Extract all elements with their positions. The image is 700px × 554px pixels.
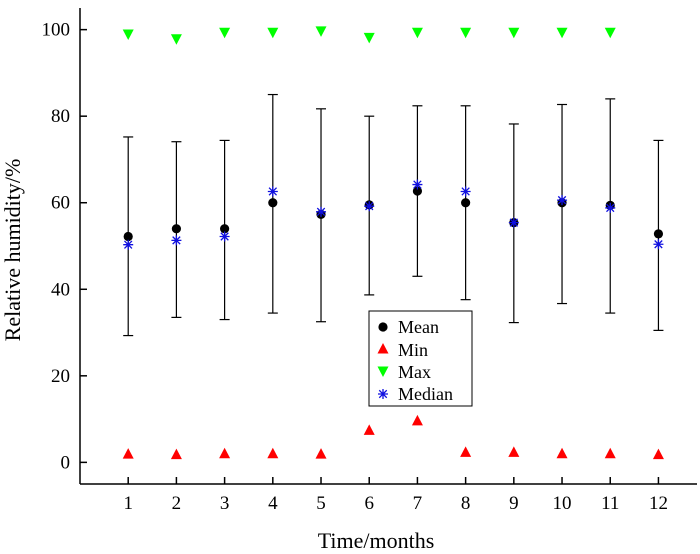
max-point xyxy=(508,27,520,39)
max-point xyxy=(170,34,182,45)
median-point xyxy=(316,206,327,217)
mean-point xyxy=(268,198,278,208)
min-point xyxy=(363,424,375,435)
x-tick-label: 2 xyxy=(172,493,182,514)
x-tick-label: 3 xyxy=(220,493,230,514)
x-tick-label: 7 xyxy=(413,493,423,514)
mean-point xyxy=(653,229,664,239)
x-tick-label: 1 xyxy=(123,493,133,514)
x-tick-label: 11 xyxy=(601,493,619,514)
max-point xyxy=(363,32,375,44)
median-point xyxy=(412,179,423,190)
legend-label-mean: Mean xyxy=(398,317,439,337)
mean-point xyxy=(123,231,133,242)
min-point xyxy=(411,414,423,426)
max-point xyxy=(267,27,279,39)
legend-marker-max xyxy=(377,366,389,377)
y-axis-title: Relative humidity/% xyxy=(0,159,25,342)
legend-marker-min xyxy=(377,343,389,354)
max-point xyxy=(411,27,423,39)
max-point xyxy=(122,29,134,40)
axes xyxy=(79,8,697,485)
mean-point xyxy=(461,198,471,208)
y-tick-label: 40 xyxy=(51,279,70,300)
legend-marker-median xyxy=(378,389,388,399)
median-point xyxy=(605,202,616,213)
mean-point xyxy=(171,224,182,234)
median-point xyxy=(219,231,230,242)
y-ticks: 0 20 40 60 80 100 xyxy=(42,20,87,473)
max-point xyxy=(556,27,568,39)
x-ticks: 1 2 3 4 5 6 7 8 9 10 11 12 xyxy=(123,477,668,514)
error-bars xyxy=(123,93,664,337)
max-point xyxy=(315,26,327,37)
min-point xyxy=(556,447,568,459)
median-point xyxy=(267,186,278,197)
max-point xyxy=(460,27,472,39)
median-point xyxy=(460,186,471,197)
min-point xyxy=(122,448,134,459)
median-point xyxy=(171,235,182,246)
mean-point xyxy=(412,186,423,196)
median-point xyxy=(364,201,375,212)
legend: Mean Min Max Median xyxy=(368,310,473,407)
x-tick-label: 8 xyxy=(461,493,471,514)
mean-point xyxy=(220,224,230,234)
x-tick-label: 12 xyxy=(649,493,668,514)
y-tick-label: 20 xyxy=(51,366,70,387)
min-point xyxy=(170,448,182,460)
max-point xyxy=(604,27,616,39)
data-markers xyxy=(122,26,664,460)
x-tick-label: 10 xyxy=(553,493,572,514)
legend-label-median: Median xyxy=(398,384,453,404)
median-point xyxy=(123,239,134,250)
median-point xyxy=(508,217,519,228)
y-tick-label: 100 xyxy=(42,20,71,41)
max-point xyxy=(219,27,231,39)
x-tick-label: 9 xyxy=(509,493,519,514)
x-tick-label: 6 xyxy=(364,493,374,514)
x-axis-title: Time/months xyxy=(318,528,435,553)
x-tick-label: 5 xyxy=(316,493,326,514)
y-tick-label: 80 xyxy=(51,106,70,127)
y-tick-label: 60 xyxy=(51,193,70,214)
min-point xyxy=(604,447,616,459)
median-point xyxy=(653,239,664,250)
min-point xyxy=(315,448,327,459)
y-tick-label: 0 xyxy=(61,452,71,473)
legend-label-max: Max xyxy=(398,362,431,382)
x-tick-label: 4 xyxy=(268,493,278,514)
min-point xyxy=(219,447,231,459)
median-point xyxy=(557,195,568,206)
min-point xyxy=(460,446,472,457)
legend-marker-mean xyxy=(378,322,388,332)
legend-label-min: Min xyxy=(398,340,428,360)
min-point xyxy=(652,448,664,460)
min-point xyxy=(508,446,520,457)
min-point xyxy=(267,447,279,459)
